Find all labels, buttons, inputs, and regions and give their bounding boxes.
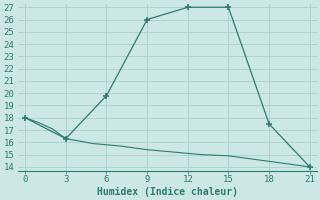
X-axis label: Humidex (Indice chaleur): Humidex (Indice chaleur) [97, 186, 238, 197]
